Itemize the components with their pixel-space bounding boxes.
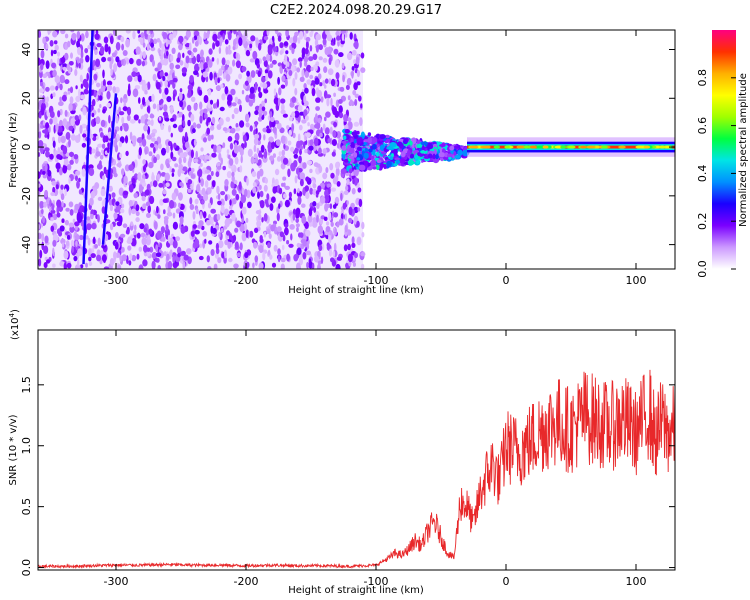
snr-series-line — [38, 369, 675, 570]
colorbar-tick-label-2: 0.4 — [696, 165, 709, 183]
colorbar-ticks: 0.0 0.2 0.4 0.6 0.8 — [696, 69, 736, 278]
spectrogram-x-tick-label-0: -300 — [104, 274, 129, 287]
snr-panel: -300 -200 -100 0 100 0.0 0.5 1.0 1.5 Height of … — [8, 309, 676, 596]
svg-text:(x104): (x104) — [8, 309, 21, 340]
snr-y-multiplier: (x104) — [8, 309, 21, 340]
snr-y-label: SNR (10 * v/v) — [8, 414, 19, 485]
spectrogram-y-tick-label-3: 20 — [20, 91, 33, 105]
spectrogram-x-tick-label-3: 0 — [503, 274, 510, 287]
spectrogram-x-label: Height of straight line (km) — [288, 285, 424, 296]
snr-y-ticks: 0.0 0.5 1.0 1.5 — [20, 376, 675, 576]
snr-y-tick-label-0: 0.0 — [20, 559, 33, 577]
spectrogram-x-ticks: -300 -200 -100 0 100 — [104, 30, 647, 287]
spectrogram-x-tick-label-1: -200 — [234, 274, 259, 287]
spectrogram-y-tick-label-1: -20 — [20, 187, 33, 205]
snr-y-multiplier-exp: 4 — [8, 312, 16, 317]
colorbar-tick-label-1: 0.2 — [696, 212, 709, 230]
snr-x-tick-label-1: -200 — [234, 575, 259, 588]
colorbar: 0.0 0.2 0.4 0.6 0.8 Normalized spectral ampl… — [696, 30, 749, 278]
colorbar-label: Normalized spectral amplitude — [738, 73, 749, 227]
snr-y-multiplier-base: (x10 — [10, 317, 21, 340]
spectrogram-region-2 — [467, 137, 675, 157]
snr-frame — [37, 329, 676, 571]
spectrogram-streak-0 — [101, 93, 118, 245]
snr-x-tick-label-3: 0 — [503, 575, 510, 588]
snr-x-tick-label-2: -100 — [364, 575, 389, 588]
spectrogram-streak-1 — [82, 30, 94, 265]
spectrogram-region-0 — [38, 30, 366, 269]
spectrogram-y-tick-label-0: -40 — [20, 236, 33, 254]
snr-y-tick-label-3: 1.5 — [20, 376, 33, 394]
colorbar-tick-label-0: 0.0 — [696, 260, 709, 278]
spectrogram-region-1 — [340, 128, 470, 175]
snr-x-tick-label-0: -300 — [104, 575, 129, 588]
spectrogram-y-ticks: -40 -20 0 20 40 — [20, 43, 675, 254]
snr-x-label: Height of straight line (km) — [288, 585, 424, 596]
colorbar-gradient — [712, 30, 736, 269]
spectrogram-x-tick-label-2: -100 — [364, 274, 389, 287]
spectrogram-y-label: Frequency (Hz) — [8, 112, 19, 188]
spectrogram-frame — [37, 29, 676, 270]
figure-title: C2E2.2024.098.20.29.G17 — [270, 3, 442, 18]
colorbar-tick-label-3: 0.6 — [696, 117, 709, 135]
spectrogram-x-tick-label-4: 100 — [626, 274, 647, 287]
spectrogram-body — [38, 30, 675, 269]
spectrogram-y-tick-label-2: 0 — [20, 144, 33, 151]
snr-y-tick-label-2: 1.0 — [20, 437, 33, 455]
spectrogram-y-tick-label-4: 40 — [20, 43, 33, 57]
snr-y-tick-label-1: 0.5 — [20, 498, 33, 516]
colorbar-tick-label-4: 0.8 — [696, 69, 709, 87]
snr-x-tick-label-4: 100 — [626, 575, 647, 588]
snr-x-ticks: -300 -200 -100 0 100 — [104, 330, 647, 588]
